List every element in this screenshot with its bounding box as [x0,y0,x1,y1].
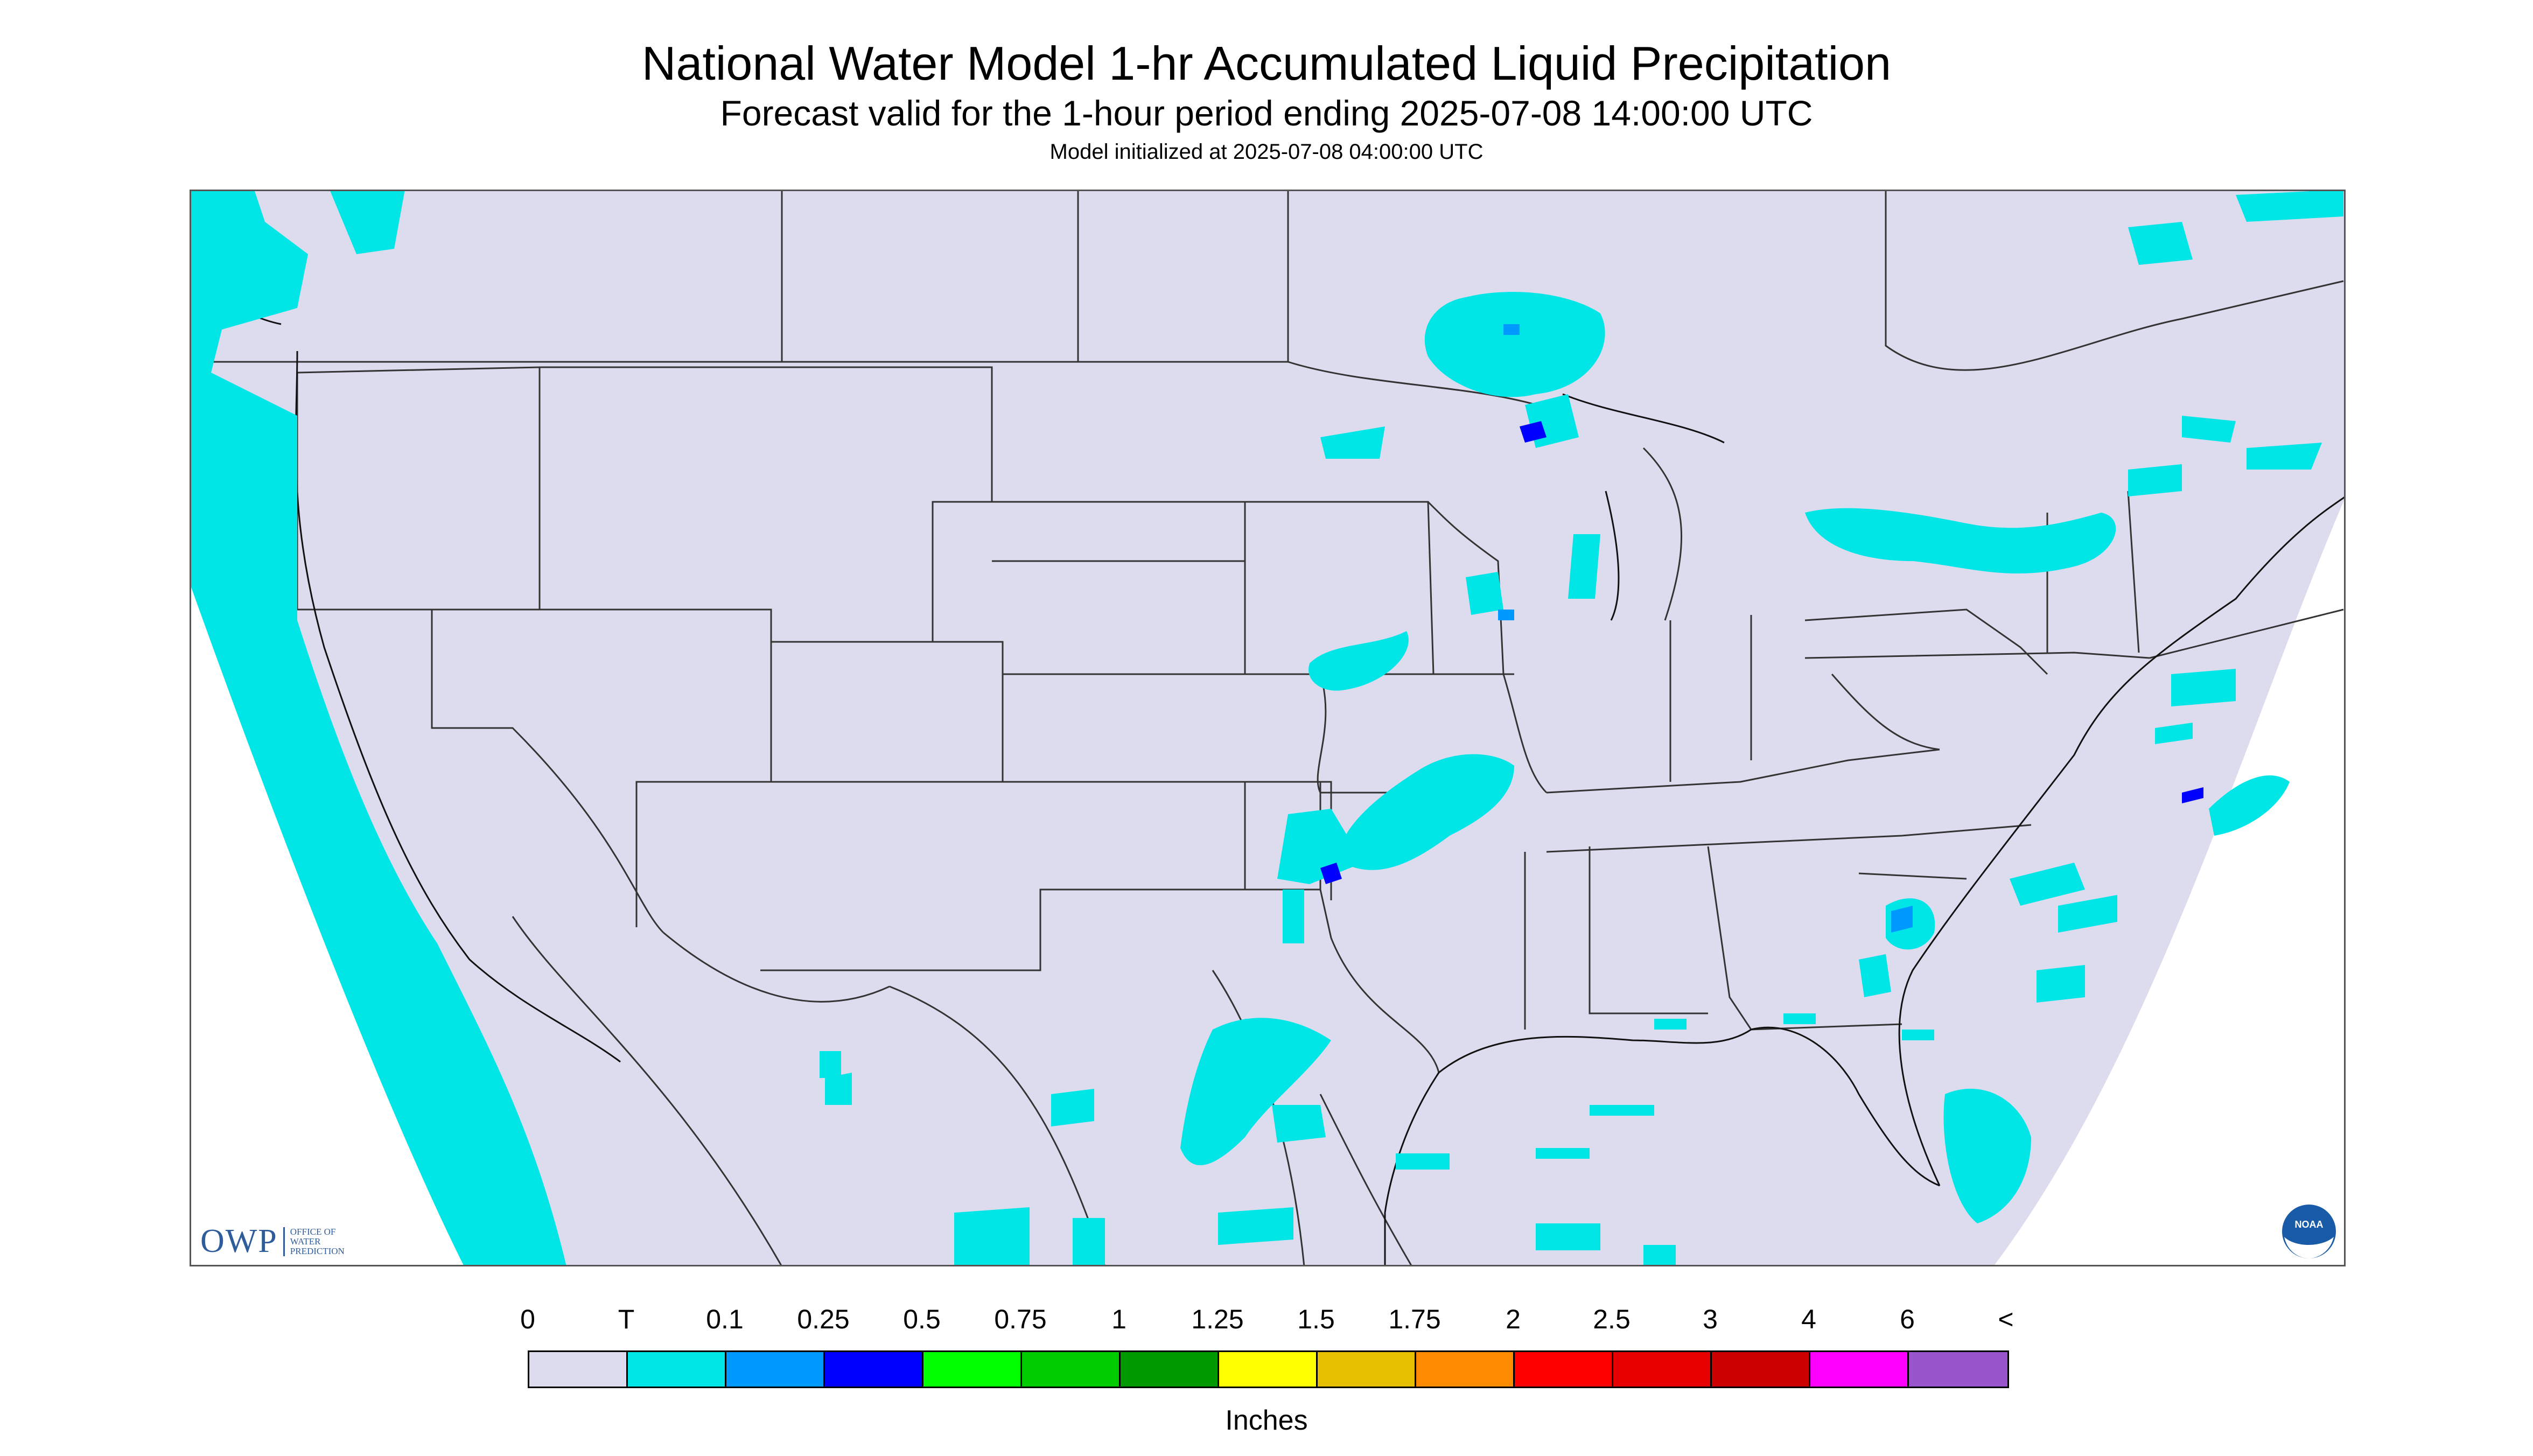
legend-label: 1.75 [1388,1304,1441,1334]
legend-label: 6 [1900,1304,1915,1334]
legend-label: T [618,1304,635,1334]
legend-label: 1.25 [1191,1304,1244,1334]
legend-label: 1.5 [1297,1304,1335,1334]
legend-swatch [1515,1352,1613,1387]
legend-swatch [726,1352,825,1387]
legend-swatch [1712,1352,1810,1387]
legend-swatch [1318,1352,1416,1387]
map-frame [190,190,2346,1266]
legend-swatch [1416,1352,1515,1387]
legend-colorbar [528,1350,2009,1388]
out-of-domain-right [1993,496,2346,1266]
legend-label: 2.5 [1593,1304,1631,1334]
legend-swatch [825,1352,923,1387]
owp-logo: OWP OFFICE OF WATER PREDICTION [200,1222,345,1261]
legend-label: 2 [1506,1304,1521,1334]
legend-label: 0.25 [797,1304,850,1334]
owp-logo-subtitle: OFFICE OF WATER PREDICTION [283,1227,345,1256]
forecast-valid-subtitle: Forecast valid for the 1-hour period end… [720,93,1813,133]
legend-label: 0.75 [994,1304,1047,1334]
noaa-logo: NOAA [2282,1205,2336,1258]
owp-logo-line-3: PREDICTION [290,1245,345,1256]
legend-swatch [628,1352,726,1387]
map-title: National Water Model 1-hr Accumulated Li… [641,37,1892,90]
owp-logo-mark: OWP [200,1223,278,1259]
legend-labels: 0 T 0.1 0.25 0.5 0.75 1 1.25 1.5 1.75 2 … [0,1303,2533,1341]
legend-swatch [1121,1352,1219,1387]
owp-logo-line-1: OFFICE OF [290,1226,336,1237]
legend-swatch [923,1352,1022,1387]
legend-label: 0.5 [903,1304,941,1334]
legend-label: < [1998,1304,2014,1334]
legend-swatch [1810,1352,1909,1387]
noaa-logo-text: NOAA [2295,1219,2324,1230]
model-init-text: Model initialized at 2025-07-08 04:00:00… [1049,140,1484,164]
out-of-domain-left [190,583,464,1266]
legend-label: 4 [1801,1304,1816,1334]
legend-swatch [529,1352,628,1387]
legend-label: 3 [1703,1304,1718,1334]
legend-label: 0.1 [706,1304,744,1334]
precip-heavier-areas [1320,324,2203,933]
owp-logo-line-2: WATER [290,1236,321,1247]
legend-swatch [1022,1352,1121,1387]
legend-swatch [1613,1352,1712,1387]
precipitation-map: NOAA [190,190,2346,1266]
legend-label: 0 [520,1304,535,1334]
precip-trace-areas [190,190,2343,1266]
legend-label: 1 [1111,1304,1126,1334]
legend-units: Inches [1225,1405,1308,1436]
state-boundaries [190,190,2344,1266]
legend-swatch [1219,1352,1318,1387]
legend-swatch [1909,1352,2007,1387]
